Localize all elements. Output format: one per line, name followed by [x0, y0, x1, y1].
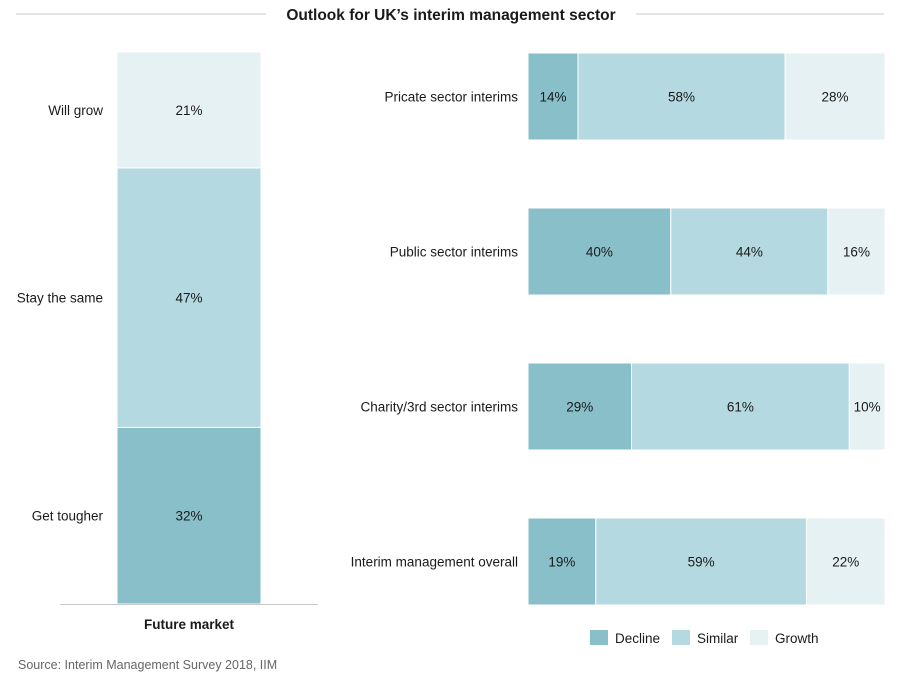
legend-label-decline: Decline [615, 631, 660, 646]
sector-bar-growth-1 [827, 207, 886, 296]
source-note: Source: Interim Management Survey 2018, … [18, 658, 277, 672]
legend-label-similar: Similar [697, 631, 739, 646]
legend: Decline Similar Growth [590, 630, 819, 646]
future-market-value-label: 21% [175, 103, 202, 118]
sector-value-label: 19% [548, 555, 575, 570]
sector-value-label: 22% [832, 555, 859, 570]
future-market-value-label: 47% [175, 291, 202, 306]
sector-bar-growth-3 [805, 517, 886, 606]
sector-bar-similar-3 [595, 517, 807, 606]
future-market-value-label: 32% [175, 509, 202, 524]
sector-bar-decline-3 [527, 517, 597, 606]
sector-bar-decline-1 [527, 207, 672, 296]
future-market-category-label: Stay the same [17, 291, 103, 306]
future-market-category-label: Will grow [48, 103, 103, 118]
legend-label-growth: Growth [775, 631, 819, 646]
sector-category-label: Charity/3rd sector interims [360, 400, 518, 415]
chart-title: Outlook for UK’s interim management sect… [286, 7, 615, 24]
sector-bar-similar-0 [577, 52, 786, 141]
sector-bar-growth-2 [848, 362, 886, 451]
legend-swatch-similar [672, 630, 690, 645]
future-market-segment-0 [116, 426, 262, 605]
sector-value-label: 14% [539, 90, 566, 105]
sector-value-label: 40% [586, 245, 613, 260]
sector-value-label: 10% [854, 400, 881, 415]
legend-swatch-decline [590, 630, 608, 645]
future-market-segment-2 [116, 51, 262, 169]
sector-bar-similar-1 [670, 207, 829, 296]
sector-value-label: 61% [727, 400, 754, 415]
sector-bar-growth-0 [784, 52, 886, 141]
sector-value-label: 28% [822, 90, 849, 105]
future-market-segment-1 [116, 167, 262, 428]
sector-value-label: 29% [566, 400, 593, 415]
sector-bar-decline-0 [527, 52, 579, 141]
sector-value-label: 16% [843, 245, 870, 260]
legend-swatch-growth [750, 630, 768, 645]
sector-outlook-chart: 14% 58% 28% Pricate sector interims 40% 44% 16… [351, 52, 886, 606]
sector-category-label: Public sector interims [390, 245, 519, 260]
future-market-category-label: Get tougher [32, 509, 104, 524]
sector-value-label: 59% [688, 555, 715, 570]
sector-bar-decline-2 [527, 362, 633, 451]
sector-category-label: Interim management overall [351, 555, 518, 570]
future-market-x-label: Future market [144, 617, 235, 632]
future-market-chart: 32% Get tougher 47% Stay the same 21% Will gr… [17, 51, 318, 632]
sector-bar-similar-2 [631, 362, 850, 451]
sector-value-label: 58% [668, 90, 695, 105]
sector-category-label: Pricate sector interims [384, 90, 518, 105]
sector-value-label: 44% [736, 245, 763, 260]
